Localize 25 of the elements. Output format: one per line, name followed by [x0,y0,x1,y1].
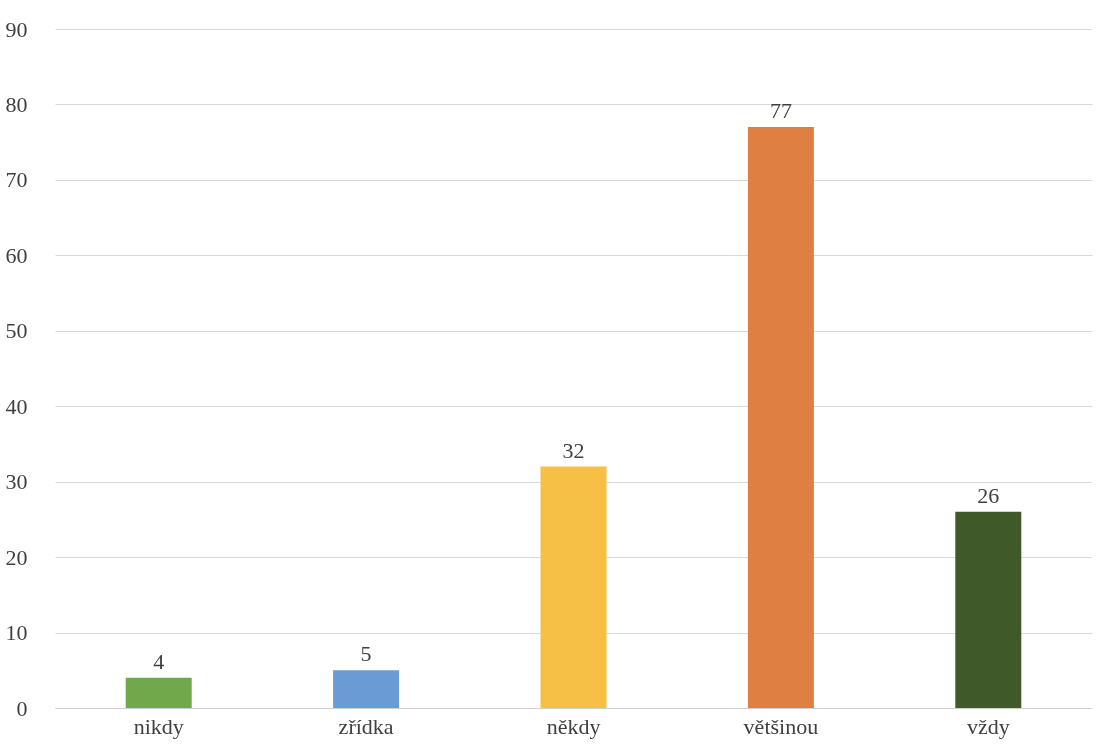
bar [333,670,400,708]
bar [125,677,192,708]
y-tick-label: 0 [16,695,28,721]
bar [747,127,814,708]
x-tick-label: většinou [743,713,819,739]
data-label: 26 [977,482,1000,508]
x-tick-label: vždy [966,713,1010,739]
data-label: 4 [153,648,165,674]
data-label: 5 [360,641,372,667]
y-tick-label: 20 [5,544,28,570]
x-tick-label: zřídka [338,713,394,739]
y-tick-label: 10 [5,620,28,646]
y-tick-label: 80 [5,91,28,117]
y-tick-label: 40 [5,393,28,419]
x-tick-label: někdy [546,713,601,739]
y-tick-label: 90 [5,16,28,42]
data-label: 77 [769,98,792,124]
y-tick-label: 50 [5,318,28,344]
y-tick-label: 60 [5,242,28,268]
y-tick-label: 30 [5,469,28,495]
data-label: 32 [562,437,585,463]
bar [955,511,1022,708]
x-tick-label: nikdy [133,713,184,739]
bar [540,466,607,708]
y-tick-label: 70 [5,167,28,193]
